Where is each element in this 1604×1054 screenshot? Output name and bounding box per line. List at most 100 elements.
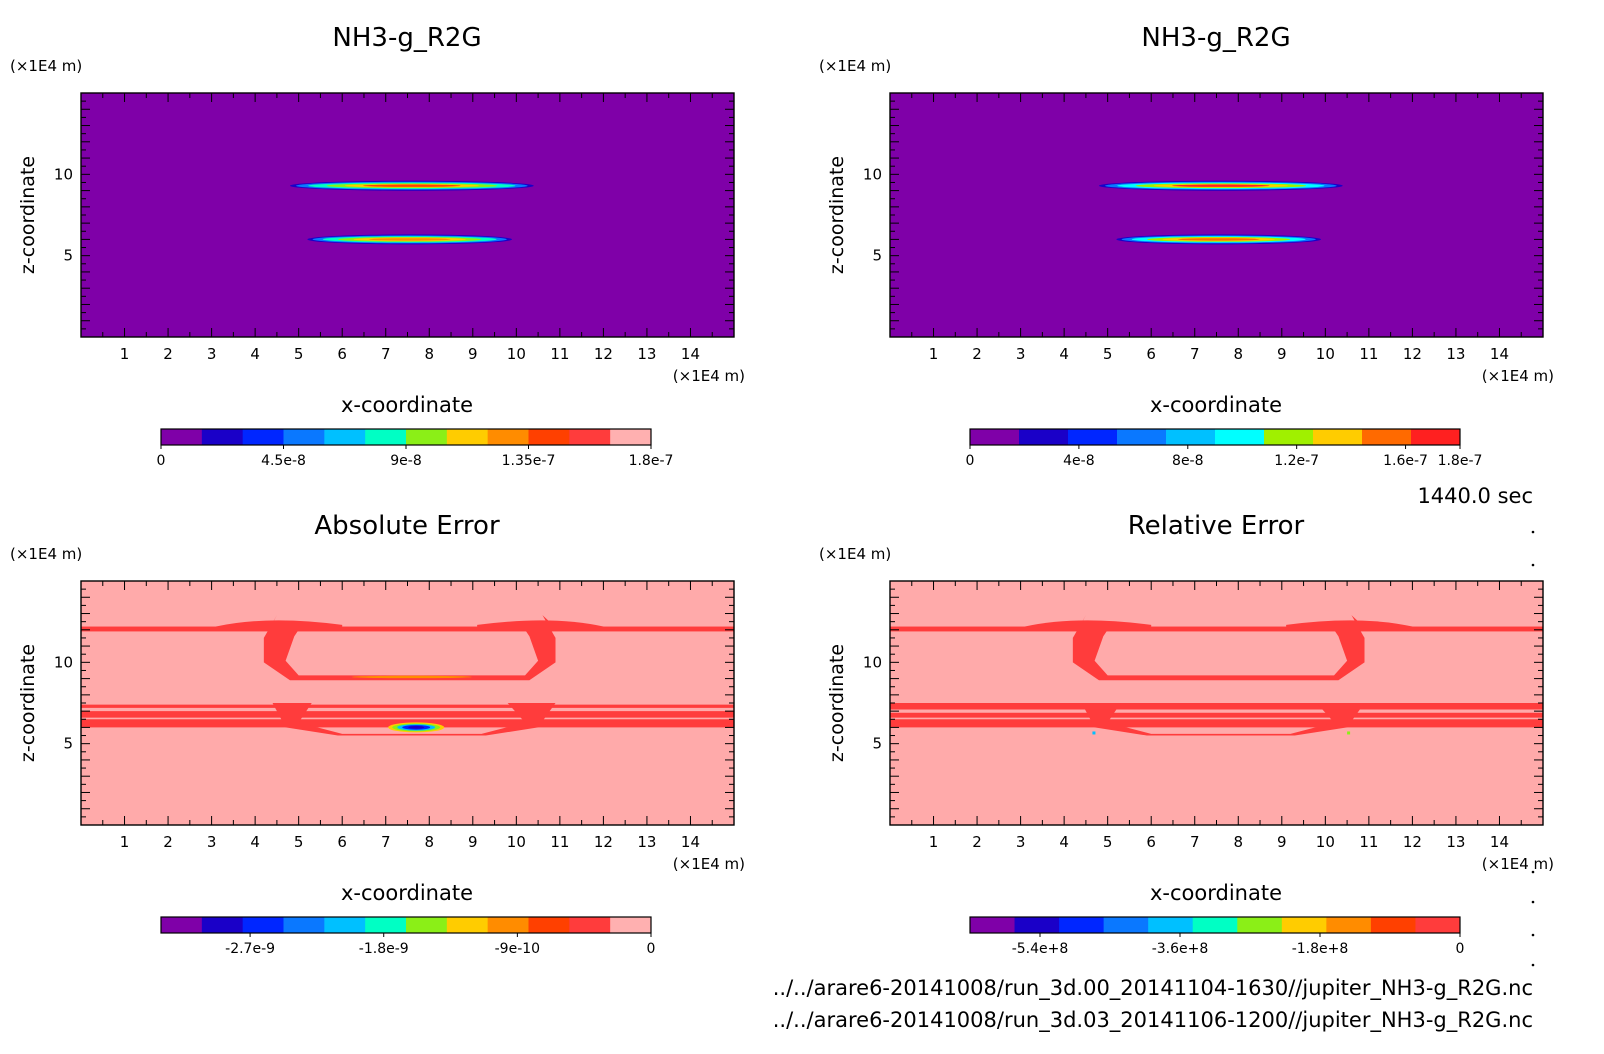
colorbar-swatch	[406, 917, 448, 933]
colorbar-swatch	[1411, 429, 1461, 445]
plot-field	[890, 93, 1543, 337]
x-tick-label: 11	[1359, 833, 1378, 851]
x-tick-label: 11	[550, 833, 569, 851]
colorbar-tick-label: 1.35e-7	[502, 453, 556, 469]
colorbar-tick-label: 9e-8	[390, 453, 421, 469]
x-tick-label: 14	[681, 345, 700, 363]
colorbar-swatch	[365, 917, 407, 933]
x-tick-label: 13	[1446, 345, 1465, 363]
speck-left	[1092, 731, 1096, 735]
x-tick-label: 5	[294, 345, 304, 363]
colorbar-swatch	[446, 917, 489, 933]
x-tick-label: 5	[1103, 833, 1113, 851]
colorbar-swatch	[201, 429, 244, 445]
x-tick-label: 4	[1059, 345, 1069, 363]
x-tick-label: 1	[120, 345, 130, 363]
y-tick-label: 10	[863, 653, 882, 671]
field-features	[890, 615, 1543, 736]
colorbar-swatch	[610, 429, 652, 445]
colorbar-swatch	[242, 429, 284, 445]
x-tick-label: 3	[1016, 345, 1026, 363]
hot-line	[351, 675, 472, 679]
colorbar-swatch	[283, 917, 325, 933]
x-tick-label: 10	[507, 345, 526, 363]
y-axis-label: z-coordinate	[17, 644, 39, 762]
colorbar: -5.4e+8 -3.6e+8 -1.8e+8 0	[969, 916, 1465, 957]
x-tick-label: 8	[424, 345, 434, 363]
error-trough	[1081, 703, 1365, 736]
x-tick-label: 9	[468, 345, 478, 363]
colorbar-frame	[969, 916, 1461, 934]
colorbar: 0 4e-8 8e-8 1.2e-7 1.6e-7 1.8e-7	[966, 428, 1482, 469]
colorbar-swatch	[1281, 917, 1327, 933]
error-stripe-1	[890, 703, 1543, 710]
colorbar-swatch	[1166, 429, 1216, 445]
y-axis-label: z-coordinate	[17, 156, 39, 274]
x-unit-label: (×1E4 m)	[673, 367, 745, 385]
x-tick-label: 13	[637, 833, 656, 851]
colorbar-frame	[160, 916, 652, 934]
x-tick-label: 6	[337, 833, 347, 851]
x-tick-label: 1	[929, 833, 939, 851]
x-unit-label: (×1E4 m)	[1482, 855, 1554, 873]
colorbar-swatch	[569, 429, 611, 445]
x-tick-label: 7	[381, 833, 391, 851]
colorbar-tick-label: 1.6e-7	[1383, 453, 1428, 469]
x-tick-label: 6	[1146, 345, 1156, 363]
x-tick-label: 7	[381, 345, 391, 363]
y-tick-label: 10	[863, 165, 882, 183]
y-tick-label: 10	[54, 653, 73, 671]
plot-field	[81, 581, 734, 825]
colorbar-swatch	[1370, 917, 1416, 933]
colorbar-swatch	[1068, 429, 1118, 445]
colorbar-tick-label: 4e-8	[1063, 453, 1094, 469]
x-tick-label: 1	[929, 345, 939, 363]
error-ring	[1072, 615, 1365, 681]
x-tick-label: 14	[1490, 833, 1509, 851]
colorbar-swatch	[487, 917, 529, 933]
x-tick-label: 12	[1403, 345, 1422, 363]
field-features	[1098, 180, 1343, 245]
x-axis-label: x-coordinate	[1150, 881, 1282, 905]
x-tick-label: 11	[1359, 345, 1378, 363]
colorbar-tick-label: -5.4e+8	[1012, 941, 1069, 957]
file-path-line-1: ../../arare6-20141008/run_3d.00_20141104…	[773, 976, 1533, 1001]
lower-band-layer-5	[368, 238, 451, 241]
x-tick-label: 2	[972, 833, 982, 851]
x-tick-label: 10	[1316, 345, 1335, 363]
x-tick-label: 6	[337, 345, 347, 363]
upper-band-layer-5	[363, 184, 461, 187]
colorbar-swatch	[161, 429, 203, 445]
x-unit-label: (×1E4 m)	[673, 855, 745, 873]
x-tick-label: 2	[163, 833, 173, 851]
colorbar-swatch	[569, 917, 611, 933]
colorbar-swatch	[283, 429, 325, 445]
error-ring	[263, 615, 556, 681]
y-tick-label: 5	[872, 735, 882, 753]
colorbar-tick-label: 1.8e-7	[629, 453, 674, 469]
colorbar-swatch	[1215, 429, 1265, 445]
field-features	[81, 615, 734, 736]
colorbar: -2.7e-9 -1.8e-9 -9e-10 0	[160, 916, 655, 957]
colorbar-tick-label: 0	[1456, 941, 1465, 957]
y-unit-label: (×1E4 m)	[10, 57, 82, 75]
x-tick-label: 4	[1059, 833, 1069, 851]
colorbar-tick-label: -1.8e+8	[1292, 941, 1349, 957]
colorbar-swatch	[970, 917, 1016, 933]
x-tick-label: 14	[1490, 345, 1509, 363]
x-tick-label: 11	[550, 345, 569, 363]
field-features	[289, 180, 534, 245]
x-tick-label: 3	[207, 345, 217, 363]
y-axis-label: z-coordinate	[826, 156, 848, 274]
colorbar-tick-label: -9e-10	[495, 941, 540, 957]
error-stripe-2	[81, 711, 734, 718]
y-tick-label: 10	[54, 165, 73, 183]
colorbar-swatch	[1237, 917, 1283, 933]
x-tick-label: 10	[1316, 833, 1335, 851]
plot-title: NH3-g_R2G	[332, 23, 481, 53]
error-stripe-2	[890, 712, 1543, 718]
error-stripe-1	[81, 704, 734, 708]
